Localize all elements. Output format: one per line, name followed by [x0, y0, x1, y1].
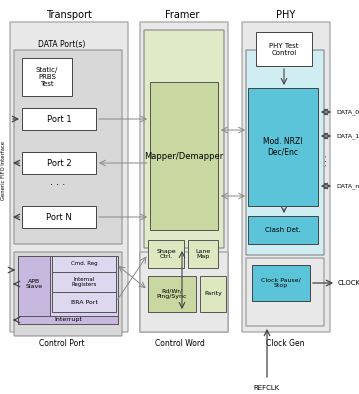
Text: Port 1: Port 1: [47, 115, 71, 123]
Text: . . .: . . .: [50, 177, 66, 187]
Text: Internal
Registers: Internal Registers: [71, 277, 97, 287]
Text: Port 2: Port 2: [47, 158, 71, 167]
FancyBboxPatch shape: [140, 252, 228, 332]
Bar: [22, 58, 72, 96]
Bar: [22, 152, 96, 174]
Text: Control Port: Control Port: [39, 340, 85, 349]
Text: DATA_1: DATA_1: [336, 133, 359, 139]
FancyBboxPatch shape: [144, 30, 224, 248]
Text: Port N: Port N: [46, 212, 72, 221]
Text: . . .: . . .: [322, 154, 328, 165]
FancyBboxPatch shape: [242, 22, 330, 332]
Text: PHY: PHY: [276, 10, 295, 20]
FancyBboxPatch shape: [246, 258, 324, 326]
Bar: [188, 240, 218, 268]
Text: PHY Test
Control: PHY Test Control: [269, 43, 299, 56]
Bar: [18, 256, 118, 324]
Text: Control Word: Control Word: [155, 340, 205, 349]
Text: Mapper/Demapper: Mapper/Demapper: [144, 152, 224, 160]
Text: CLOCK: CLOCK: [338, 280, 359, 286]
Text: REFCLK: REFCLK: [254, 385, 280, 391]
Text: Shape
Ctrl.: Shape Ctrl.: [156, 249, 176, 259]
Text: Mod. NRZI
Dec/Enc: Mod. NRZI Dec/Enc: [263, 137, 303, 157]
Text: Clock Gen: Clock Gen: [266, 340, 304, 349]
Bar: [52, 256, 116, 272]
FancyBboxPatch shape: [14, 50, 122, 244]
Text: BRA Port: BRA Port: [71, 299, 97, 305]
Bar: [200, 276, 226, 312]
Text: Generic FIFO Interface: Generic FIFO Interface: [1, 141, 6, 199]
Bar: [22, 206, 96, 228]
Text: Clock Pause/
Stop: Clock Pause/ Stop: [261, 278, 301, 288]
Text: DATA_0: DATA_0: [336, 109, 359, 115]
Text: Framer: Framer: [165, 10, 199, 20]
Bar: [52, 272, 116, 292]
Bar: [18, 316, 118, 324]
FancyBboxPatch shape: [10, 22, 128, 332]
Bar: [248, 88, 318, 206]
Text: Rd/Wr/
Ping/Sync: Rd/Wr/ Ping/Sync: [157, 288, 187, 299]
Bar: [248, 216, 318, 244]
FancyBboxPatch shape: [14, 252, 122, 336]
Bar: [148, 276, 196, 312]
Text: Transport: Transport: [46, 10, 92, 20]
Bar: [52, 292, 116, 312]
Text: Interrupt: Interrupt: [54, 318, 82, 323]
Bar: [18, 256, 50, 316]
Bar: [148, 240, 184, 268]
Text: Lane
Map: Lane Map: [195, 249, 211, 259]
Text: Static/
PRBS
Test: Static/ PRBS Test: [36, 67, 58, 87]
Text: DATA Port(s): DATA Port(s): [38, 39, 86, 48]
Text: APB
Slave: APB Slave: [25, 279, 43, 290]
Bar: [256, 32, 312, 66]
Text: DATA_n: DATA_n: [336, 183, 359, 189]
Text: Parity: Parity: [204, 292, 222, 297]
Bar: [252, 265, 310, 301]
Bar: [150, 82, 218, 230]
Text: Cmd. Reg: Cmd. Reg: [71, 262, 97, 266]
FancyBboxPatch shape: [246, 50, 324, 255]
Bar: [22, 108, 96, 130]
FancyBboxPatch shape: [140, 22, 228, 332]
Text: Clash Det.: Clash Det.: [265, 227, 301, 233]
